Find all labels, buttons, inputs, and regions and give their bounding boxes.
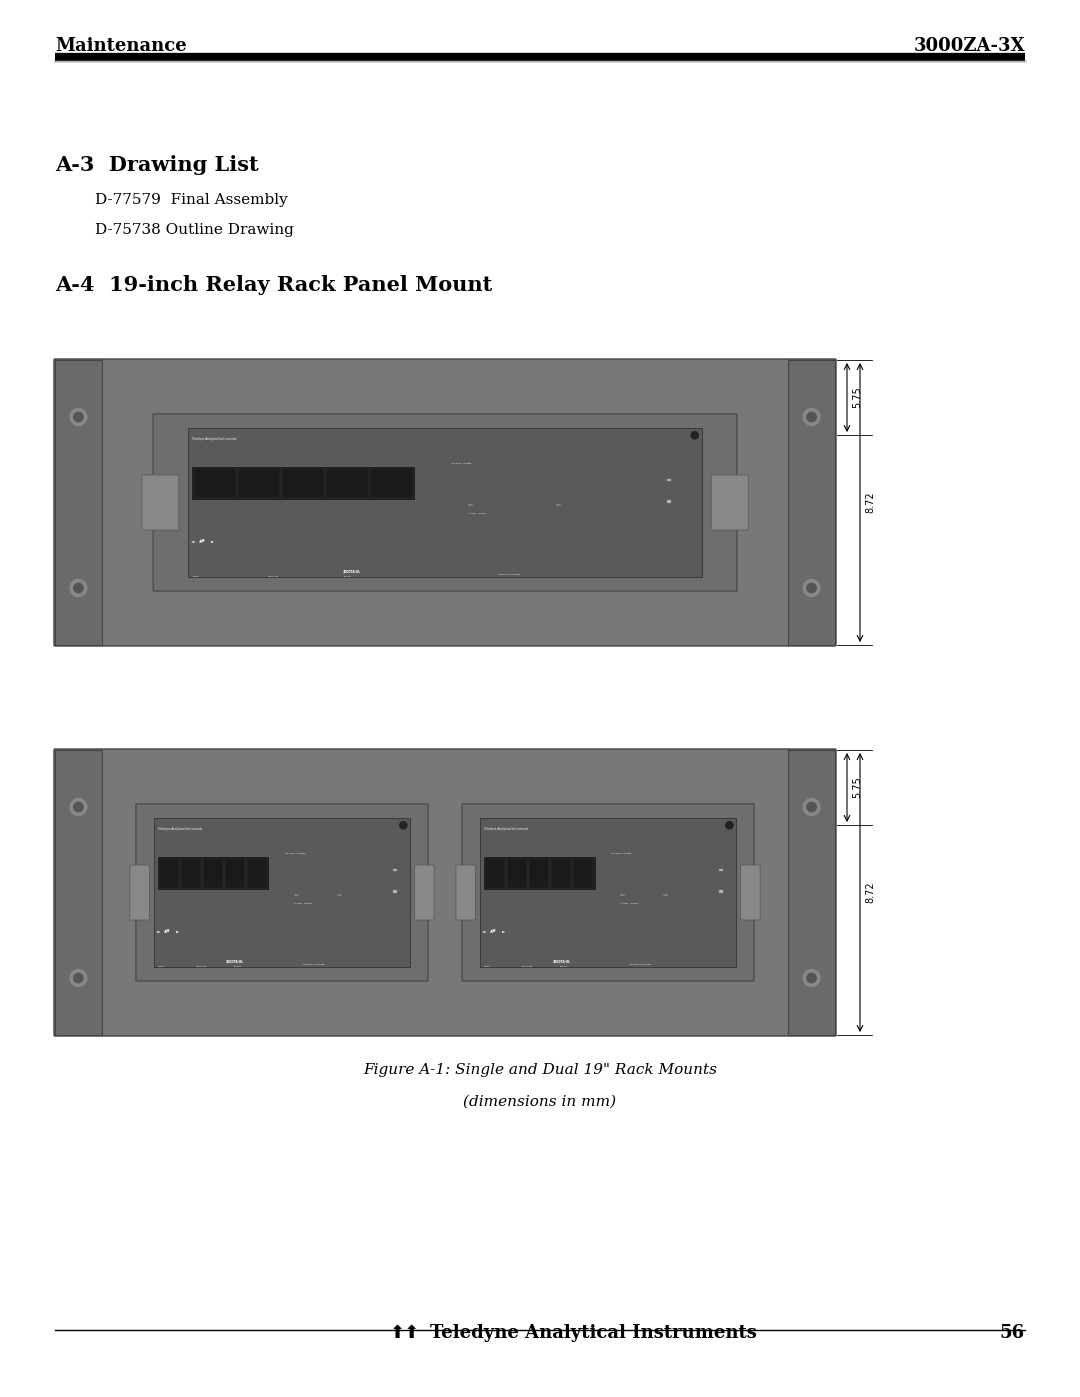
Bar: [719, 869, 723, 872]
Bar: [484, 858, 594, 888]
Circle shape: [691, 432, 699, 439]
FancyBboxPatch shape: [456, 865, 475, 921]
Text: ►: ►: [176, 929, 179, 933]
Bar: [393, 890, 396, 893]
Bar: [788, 360, 835, 645]
Circle shape: [73, 412, 83, 422]
Text: ⬆⬆: ⬆⬆: [390, 1324, 420, 1343]
Bar: [326, 468, 368, 497]
Text: 56: 56: [1000, 1324, 1025, 1343]
Bar: [393, 869, 396, 872]
FancyBboxPatch shape: [130, 865, 149, 921]
Bar: [485, 858, 505, 888]
Circle shape: [73, 802, 83, 812]
Text: Teledyne Analytical Instruments: Teledyne Analytical Instruments: [192, 437, 237, 441]
Bar: [225, 858, 245, 888]
Bar: [663, 894, 669, 895]
Text: 3000ZA-3X: 3000ZA-3X: [914, 36, 1025, 54]
Text: 5.75: 5.75: [852, 777, 862, 798]
Bar: [247, 858, 267, 888]
Circle shape: [807, 584, 816, 592]
Text: 3000TA-XL: 3000TA-XL: [342, 570, 361, 574]
Text: ▲▼: ▲▼: [164, 929, 171, 933]
Bar: [238, 468, 281, 497]
Bar: [788, 750, 835, 1035]
Text: ◄: ◄: [190, 539, 194, 543]
Bar: [282, 468, 324, 497]
Circle shape: [70, 408, 86, 426]
FancyBboxPatch shape: [741, 865, 760, 921]
Bar: [469, 503, 473, 506]
Circle shape: [804, 799, 820, 816]
Bar: [620, 894, 624, 895]
Bar: [337, 894, 342, 895]
Bar: [666, 500, 671, 503]
Text: 3000TA-XL: 3000TA-XL: [552, 960, 570, 964]
Bar: [551, 858, 571, 888]
Bar: [556, 503, 561, 506]
Circle shape: [70, 580, 86, 597]
FancyBboxPatch shape: [136, 803, 428, 981]
Text: 3000TA-XL: 3000TA-XL: [227, 960, 244, 964]
Text: D-77579  Final Assembly: D-77579 Final Assembly: [95, 193, 287, 207]
Circle shape: [807, 974, 816, 982]
Bar: [55, 750, 102, 1035]
Bar: [203, 858, 224, 888]
Bar: [529, 858, 550, 888]
Text: ◄: ◄: [156, 929, 160, 933]
Text: Teledyne Analytical Instruments: Teledyne Analytical Instruments: [430, 1324, 757, 1343]
Circle shape: [807, 802, 816, 812]
Text: A-3  Drawing List: A-3 Drawing List: [55, 155, 258, 175]
Circle shape: [804, 970, 820, 986]
Text: D-75738 Outline Drawing: D-75738 Outline Drawing: [95, 224, 294, 237]
Bar: [55, 360, 102, 645]
Bar: [573, 858, 593, 888]
Text: Figure A-1: Single and Dual 19" Rack Mounts: Figure A-1: Single and Dual 19" Rack Mou…: [363, 1063, 717, 1077]
Text: Teledyne Analytical Instruments: Teledyne Analytical Instruments: [158, 827, 202, 831]
Bar: [192, 467, 414, 499]
Bar: [158, 858, 269, 888]
Text: Maintenance: Maintenance: [55, 36, 187, 54]
Text: 8.72: 8.72: [865, 492, 875, 513]
Bar: [666, 479, 671, 482]
Bar: [719, 890, 723, 893]
Bar: [508, 858, 527, 888]
Circle shape: [70, 799, 86, 816]
Circle shape: [73, 584, 83, 592]
Text: (dimensions in mm): (dimensions in mm): [463, 1095, 617, 1109]
Text: ►: ►: [502, 929, 505, 933]
FancyBboxPatch shape: [712, 475, 748, 529]
FancyBboxPatch shape: [188, 429, 702, 577]
Text: ▲▼: ▲▼: [199, 539, 205, 543]
Text: A-4  19-inch Relay Rack Panel Mount: A-4 19-inch Relay Rack Panel Mount: [55, 275, 492, 295]
FancyBboxPatch shape: [54, 749, 836, 1037]
FancyBboxPatch shape: [462, 803, 754, 981]
Text: ◄: ◄: [482, 929, 485, 933]
FancyBboxPatch shape: [153, 414, 737, 591]
Circle shape: [400, 821, 407, 828]
FancyBboxPatch shape: [153, 819, 410, 967]
Text: 5.75: 5.75: [852, 387, 862, 408]
FancyBboxPatch shape: [480, 819, 737, 967]
Circle shape: [70, 970, 86, 986]
Bar: [370, 468, 413, 497]
Text: Teledyne Analytical Instruments: Teledyne Analytical Instruments: [484, 827, 528, 831]
FancyBboxPatch shape: [54, 359, 836, 645]
Text: ►: ►: [211, 539, 214, 543]
Circle shape: [726, 821, 733, 828]
FancyBboxPatch shape: [415, 865, 434, 921]
Circle shape: [73, 974, 83, 982]
FancyBboxPatch shape: [141, 475, 179, 529]
Bar: [294, 894, 299, 895]
Text: ▲▼: ▲▼: [490, 929, 497, 933]
Bar: [193, 468, 237, 497]
Bar: [159, 858, 179, 888]
Bar: [181, 858, 201, 888]
Circle shape: [804, 408, 820, 426]
Circle shape: [807, 412, 816, 422]
Text: 8.72: 8.72: [865, 882, 875, 904]
Circle shape: [804, 580, 820, 597]
